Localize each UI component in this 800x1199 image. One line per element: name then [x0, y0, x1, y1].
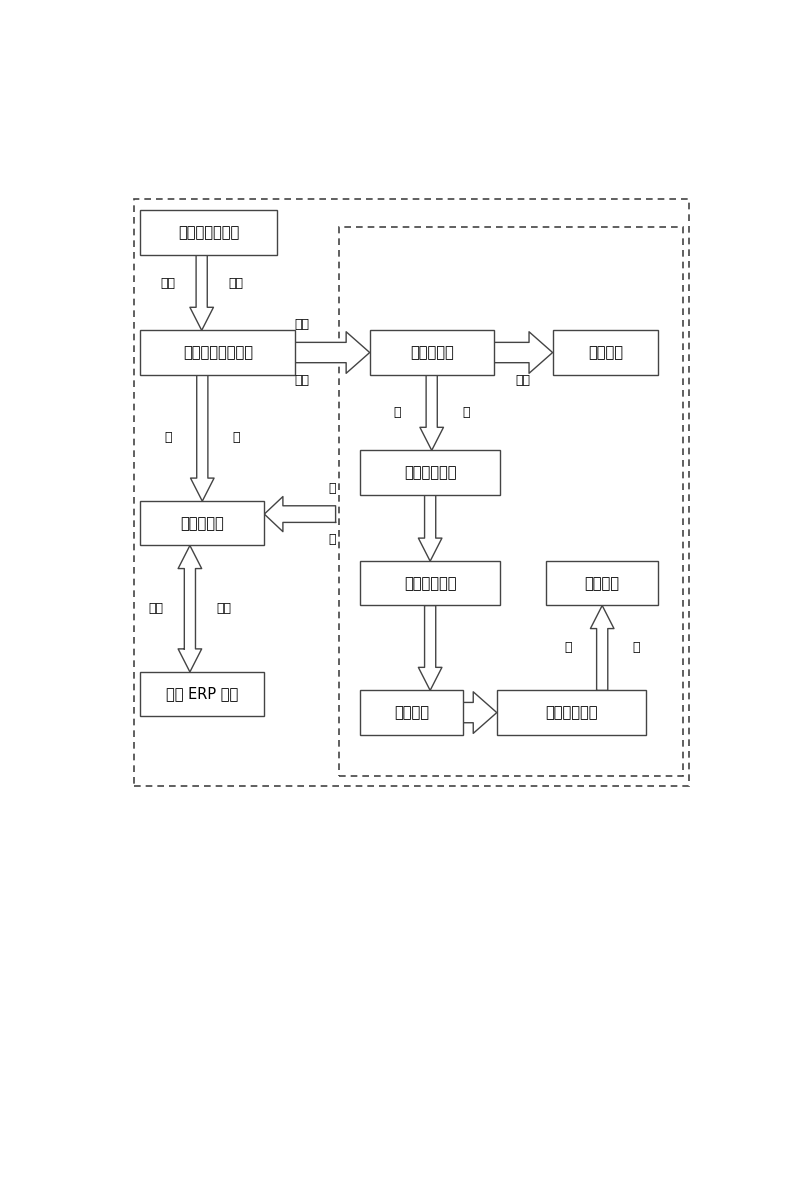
Text: 障: 障: [462, 406, 470, 418]
Polygon shape: [474, 692, 497, 734]
FancyBboxPatch shape: [140, 671, 264, 716]
FancyBboxPatch shape: [370, 331, 494, 374]
Polygon shape: [420, 427, 443, 451]
Polygon shape: [264, 496, 283, 531]
Polygon shape: [295, 343, 346, 362]
Text: 提出解决方案: 提出解决方案: [545, 705, 598, 721]
Text: 维修人员: 维修人员: [585, 576, 620, 591]
Text: 录: 录: [329, 534, 336, 547]
FancyBboxPatch shape: [140, 501, 264, 546]
Text: 企业 ERP 系统: 企业 ERP 系统: [166, 687, 238, 701]
Text: 记: 记: [165, 432, 172, 445]
Text: 正常: 正常: [294, 318, 309, 331]
Text: 数据库模块: 数据库模块: [181, 516, 224, 531]
Text: 反: 反: [564, 641, 572, 655]
Text: 记: 记: [329, 482, 336, 495]
Text: 运行状态管理系统: 运行状态管理系统: [182, 345, 253, 360]
Text: 专家诊断: 专家诊断: [394, 705, 429, 721]
Polygon shape: [184, 568, 195, 649]
Polygon shape: [283, 506, 336, 523]
Polygon shape: [597, 628, 608, 691]
Text: 监测控制站: 监测控制站: [410, 345, 454, 360]
Text: 故: 故: [394, 406, 402, 418]
Polygon shape: [462, 703, 474, 723]
Text: 交换: 交换: [217, 602, 231, 615]
Polygon shape: [529, 332, 553, 373]
Text: 数据: 数据: [148, 602, 163, 615]
Text: 故障: 故障: [294, 374, 309, 387]
Text: 正常: 正常: [516, 374, 530, 387]
Polygon shape: [590, 605, 614, 628]
FancyBboxPatch shape: [140, 210, 277, 254]
Text: 采集: 采集: [228, 277, 243, 290]
Text: 录: 录: [233, 432, 240, 445]
Text: 发送故障信息: 发送故障信息: [404, 465, 456, 480]
Polygon shape: [346, 332, 370, 373]
Polygon shape: [190, 307, 214, 331]
Polygon shape: [426, 374, 438, 427]
Text: 馈: 馈: [633, 641, 640, 655]
FancyBboxPatch shape: [360, 451, 500, 495]
Polygon shape: [196, 254, 207, 307]
Text: 返回监控: 返回监控: [588, 345, 622, 360]
FancyBboxPatch shape: [360, 691, 462, 735]
FancyBboxPatch shape: [497, 691, 646, 735]
FancyBboxPatch shape: [546, 561, 658, 605]
Polygon shape: [178, 546, 202, 568]
Polygon shape: [197, 374, 208, 478]
FancyBboxPatch shape: [360, 561, 500, 605]
FancyBboxPatch shape: [140, 331, 295, 374]
Polygon shape: [418, 538, 442, 561]
Text: 在线诊断系统: 在线诊断系统: [404, 576, 456, 591]
Polygon shape: [425, 495, 436, 538]
Polygon shape: [190, 478, 214, 501]
Polygon shape: [418, 668, 442, 691]
FancyBboxPatch shape: [553, 331, 658, 374]
Text: 冷拔机工作机组: 冷拔机工作机组: [178, 225, 239, 240]
Text: 数据: 数据: [160, 277, 175, 290]
Polygon shape: [494, 343, 529, 362]
Polygon shape: [425, 605, 436, 668]
FancyBboxPatch shape: [134, 199, 689, 785]
Polygon shape: [178, 649, 202, 671]
